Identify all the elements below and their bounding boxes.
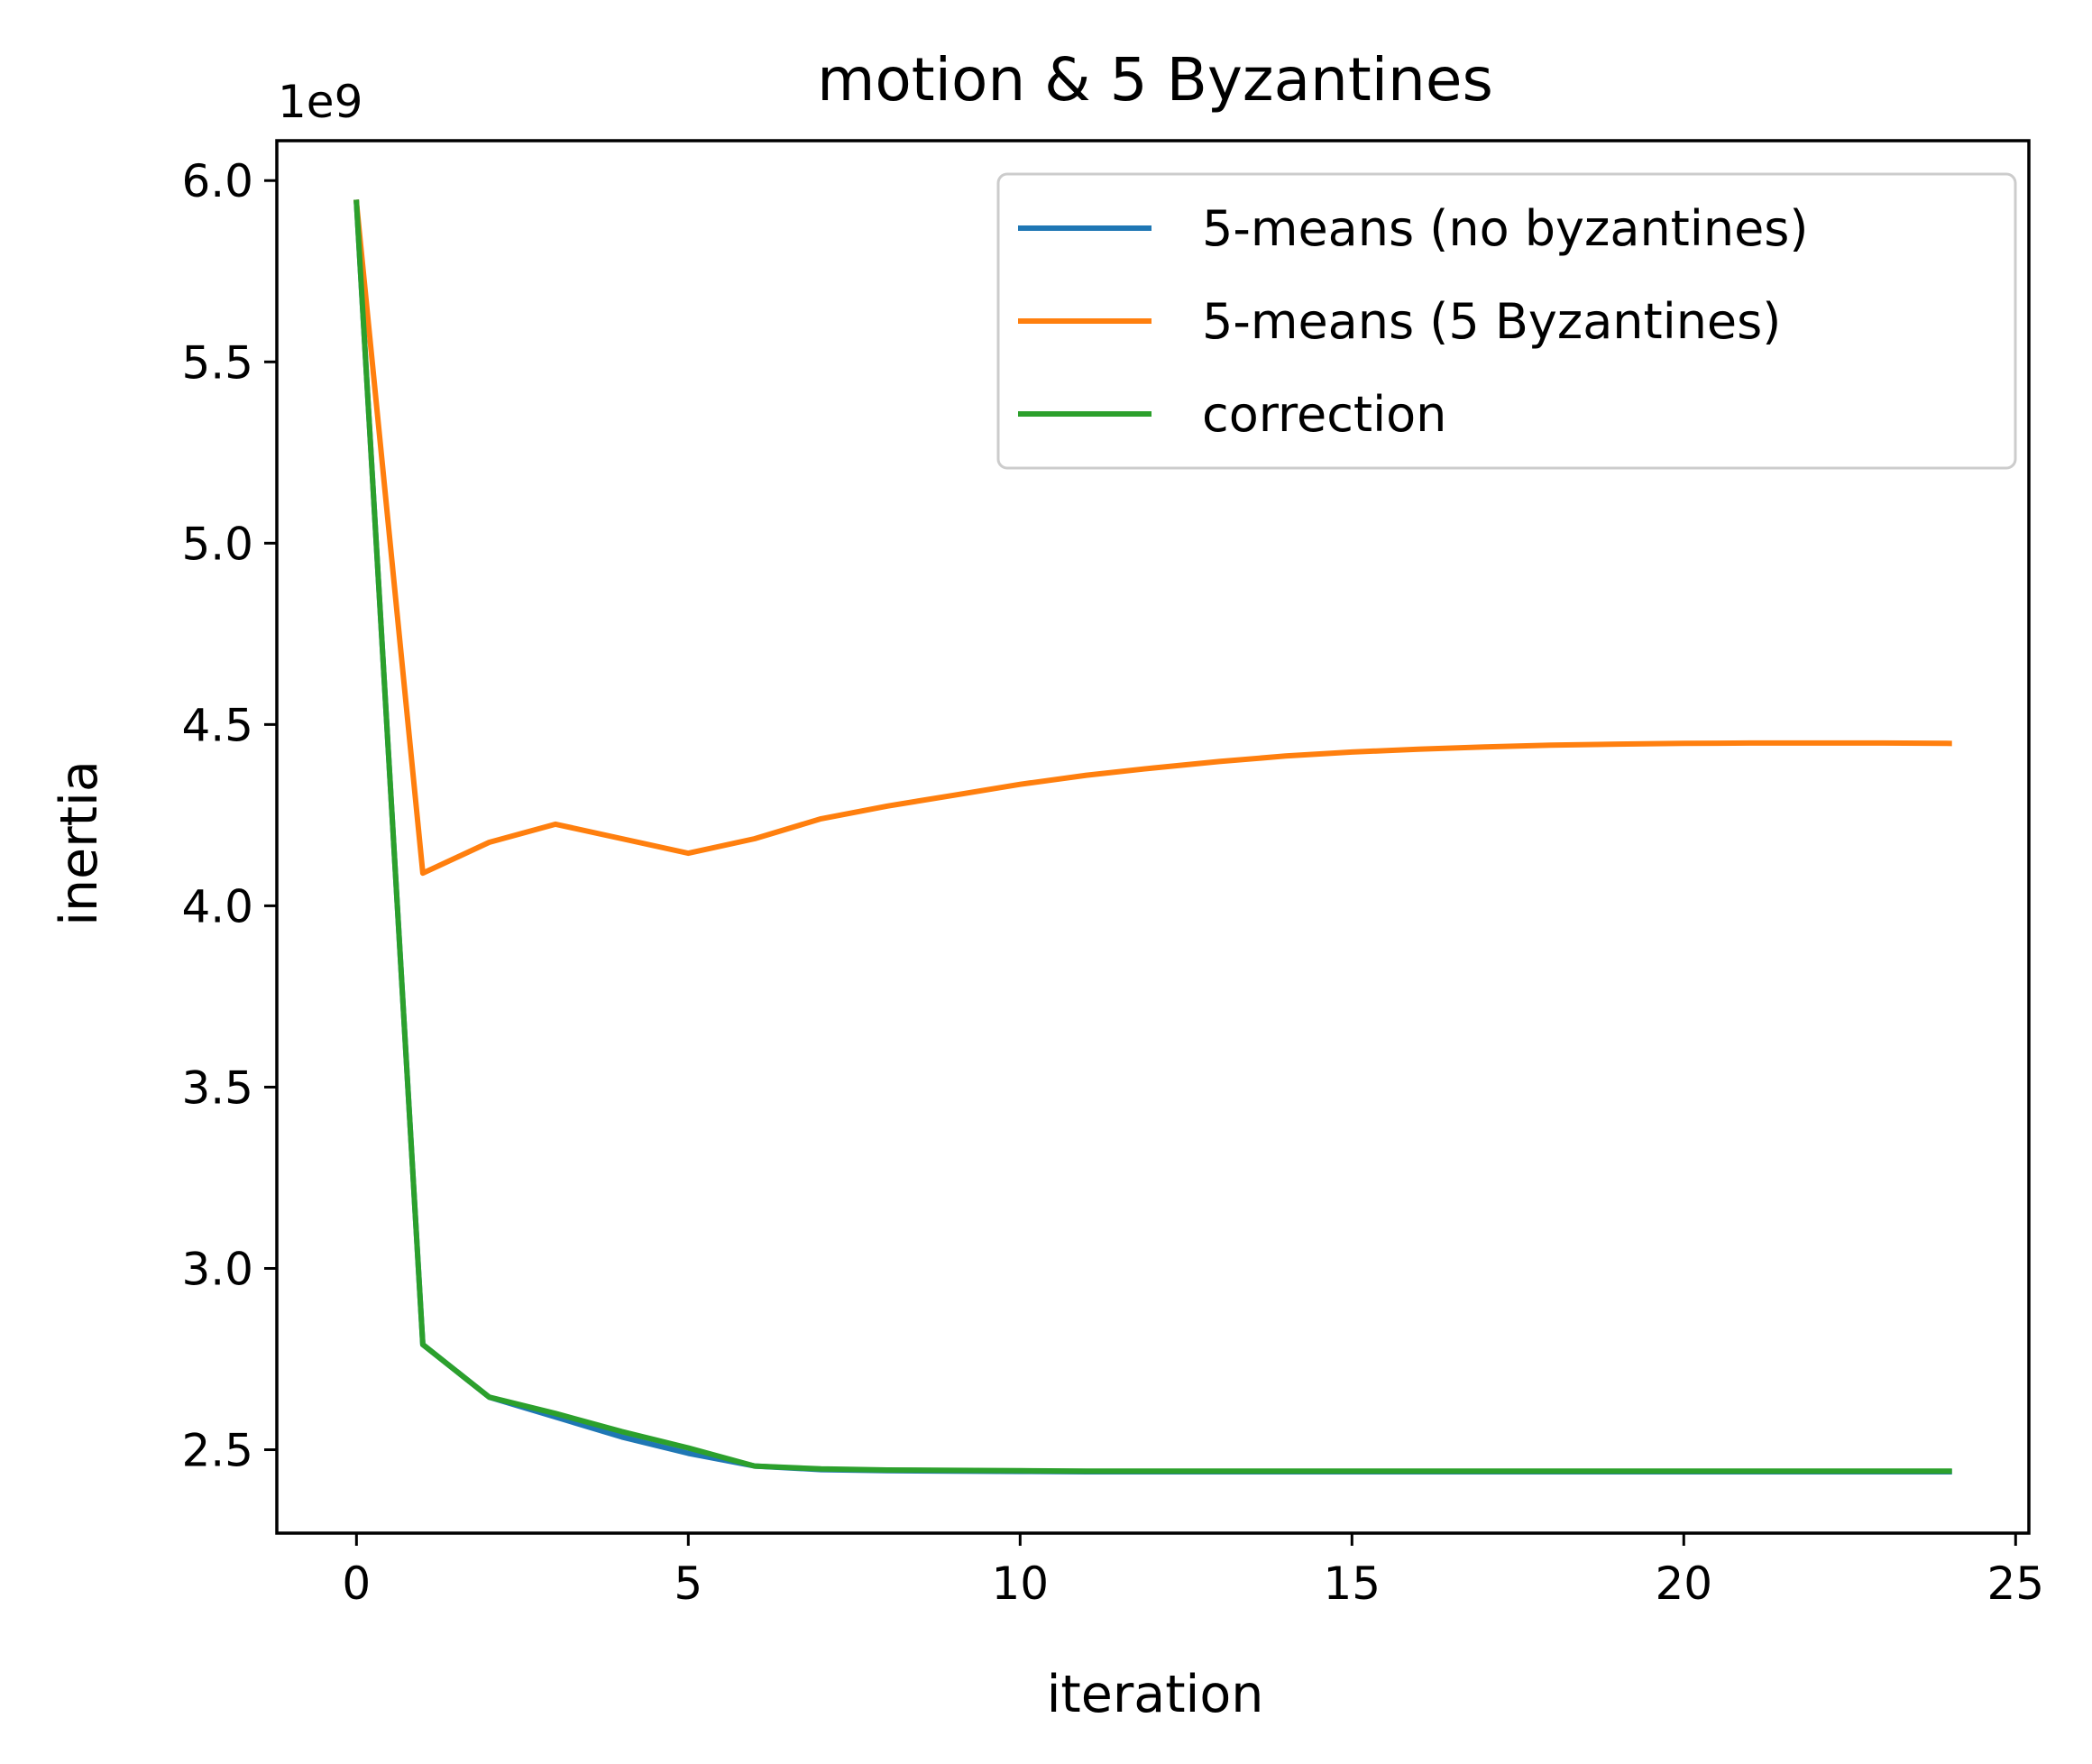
y-tick-label: 6.0 [181, 155, 253, 207]
legend-label-2: 5-means (5 Byzantines) [1202, 293, 1781, 350]
y-tick-label: 5.0 [181, 518, 253, 570]
y-tick-label: 3.0 [181, 1243, 253, 1295]
legend-box [996, 172, 2017, 470]
y-tick-label: 4.0 [181, 880, 253, 933]
x-tick-label: 15 [1323, 1557, 1381, 1610]
x-tick-label: 20 [1655, 1557, 1712, 1610]
legend-label-1: 5-means (no byzantines) [1202, 200, 1809, 257]
axes-frame [275, 139, 2031, 1535]
legend-label-3: correction [1202, 386, 1446, 443]
chart-title: motion & 5 Byzantines [817, 45, 1493, 115]
x-tick-label: 10 [991, 1557, 1049, 1610]
series-line-3 [353, 199, 1952, 1475]
series-line-2 [353, 199, 1952, 877]
plot-area: 0 5 10 15 20 25 2.5 3.0 3.5 4.0 4.5 5.0 5.5 6.0 [181, 139, 2044, 1610]
legend: 5-means (no byzantines) 5-means (5 Byzant… [996, 172, 2017, 470]
y-tick-label: 3.5 [181, 1061, 253, 1114]
x-tick-label: 0 [342, 1557, 371, 1610]
y-axis-offset-label: 1e9 [278, 76, 362, 128]
y-axis-label: inertia [50, 760, 109, 926]
y-tick-label: 5.5 [181, 336, 253, 389]
x-tick-label: 25 [1986, 1557, 2044, 1610]
y-tick-label: 4.5 [181, 699, 253, 751]
y-tick-label: 2.5 [181, 1425, 253, 1477]
x-axis-label: iteration [1047, 1665, 1264, 1724]
x-tick-label: 5 [674, 1557, 702, 1610]
